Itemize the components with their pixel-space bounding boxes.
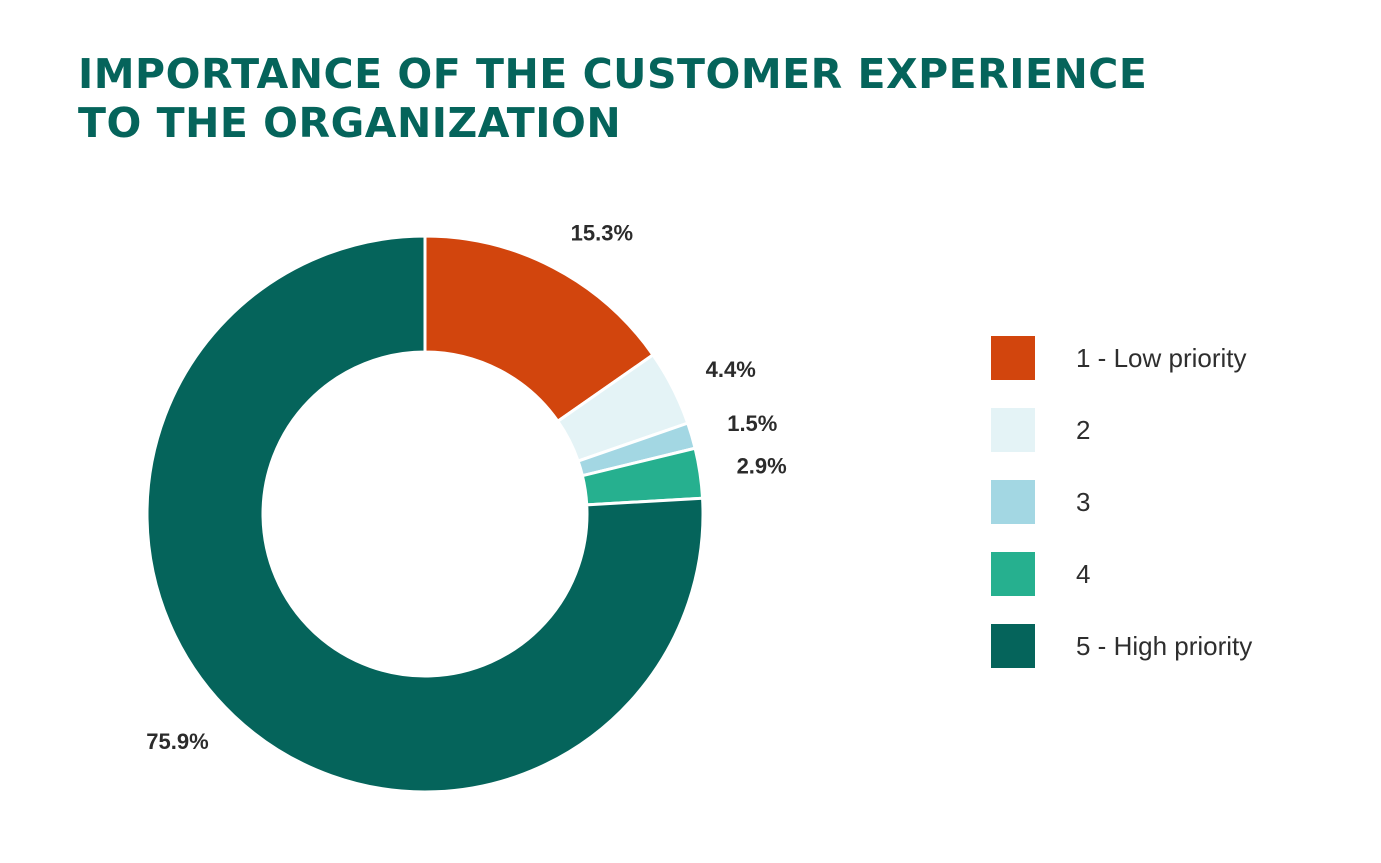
legend-swatch	[991, 624, 1035, 668]
donut-slices	[145, 234, 705, 794]
legend-label: 5 - High priority	[1076, 631, 1253, 661]
slice-value-label-2: 4.4%	[706, 357, 756, 382]
legend-label: 3	[1076, 487, 1091, 517]
chart-title: IMPORTANCE OF THE CUSTOMER EXPERIENCE TO…	[78, 50, 1147, 148]
legend-label: 2	[1076, 415, 1091, 445]
legend-label: 4	[1076, 559, 1091, 589]
legend-swatch	[991, 552, 1035, 596]
slice-value-label-3: 1.5%	[727, 411, 777, 436]
chart-title-line-2: TO THE ORGANIZATION	[78, 99, 622, 147]
legend-swatch	[991, 336, 1035, 380]
slice-value-label-5: 75.9%	[146, 729, 208, 754]
legend-swatch	[991, 408, 1035, 452]
legend-swatch	[991, 480, 1035, 524]
chart-title-line-1: IMPORTANCE OF THE CUSTOMER EXPERIENCE	[78, 50, 1148, 98]
donut-slice-1	[423, 234, 655, 423]
legend-label: 1 - Low priority	[1076, 343, 1247, 373]
slice-value-label-1: 15.3%	[571, 221, 633, 246]
donut-slice-labels: 15.3% 4.4% 1.5% 2.9% 75.9%	[146, 221, 786, 754]
donut-slice-5	[145, 234, 705, 794]
slice-value-label-4: 2.9%	[737, 453, 787, 478]
